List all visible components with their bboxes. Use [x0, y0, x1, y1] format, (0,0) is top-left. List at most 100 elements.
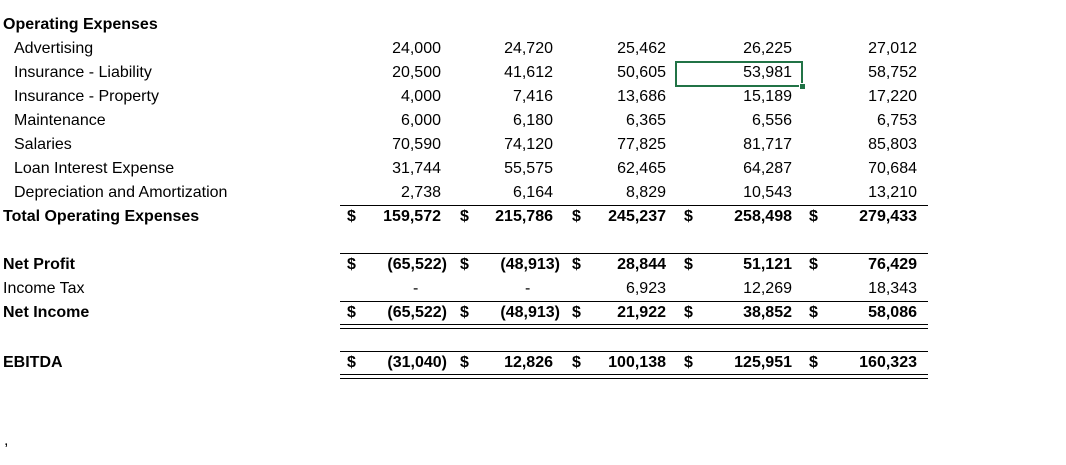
cell-year5[interactable]: 160,323: [859, 354, 917, 371]
cell-year5[interactable]: 58,086: [868, 304, 917, 321]
row-label: Salaries: [14, 136, 72, 153]
row-label: Loan Interest Expense: [14, 160, 175, 177]
cell-year4[interactable]: 258,498: [734, 208, 792, 225]
ebitda-top-border: [340, 351, 928, 352]
cell-year3[interactable]: 25,462: [617, 40, 666, 57]
cell-year2[interactable]: (48,913): [500, 256, 560, 273]
cell-year4[interactable]: 81,717: [743, 136, 792, 153]
cell-year3[interactable]: 8,829: [625, 184, 666, 201]
cell-year5[interactable]: 17,220: [868, 88, 917, 105]
currency-symbol: $: [684, 256, 693, 273]
cell-year3[interactable]: 100,138: [608, 354, 666, 371]
cell-year2[interactable]: 41,612: [504, 64, 553, 81]
cell-year2[interactable]: 74,120: [504, 136, 553, 153]
cell-year1[interactable]: 31,744: [392, 160, 441, 177]
cell-year5[interactable]: 27,012: [868, 40, 917, 57]
net-income-top-border: [340, 301, 928, 302]
fill-handle[interactable]: [799, 83, 806, 90]
cell-year4-selected[interactable]: 53,981: [743, 64, 792, 81]
cell-year4[interactable]: 38,852: [743, 304, 792, 321]
cell-year5[interactable]: 13,210: [868, 184, 917, 201]
cell-year5[interactable]: 70,684: [868, 160, 917, 177]
cell-year5[interactable]: 76,429: [868, 256, 917, 273]
currency-symbol: $: [347, 354, 356, 371]
net-profit-top-border: [340, 253, 928, 254]
cell-year5[interactable]: 58,752: [868, 64, 917, 81]
cell-year3[interactable]: 77,825: [617, 136, 666, 153]
row-depreciation[interactable]: Depreciation and Amortization 2,738 6,16…: [0, 182, 1066, 206]
currency-symbol: $: [809, 208, 818, 225]
cell-year2[interactable]: 6,180: [512, 112, 553, 129]
stray-mark: ,: [4, 432, 9, 449]
cell-year1[interactable]: 6,000: [400, 112, 441, 129]
row-salaries[interactable]: Salaries 70,590 74,120 77,825 81,717 85,…: [0, 134, 1066, 158]
row-advertising[interactable]: Advertising 24,000 24,720 25,462 26,225 …: [0, 38, 1066, 62]
row-label: EBITDA: [3, 354, 63, 371]
currency-symbol: $: [684, 304, 693, 321]
cell-year3[interactable]: 13,686: [617, 88, 666, 105]
cell-year4[interactable]: 12,269: [743, 280, 792, 297]
cell-year4[interactable]: 64,287: [743, 160, 792, 177]
cell-year2[interactable]: 24,720: [504, 40, 553, 57]
cell-year1[interactable]: (65,522): [387, 256, 447, 273]
cell-year5[interactable]: 6,753: [876, 112, 917, 129]
cell-year1[interactable]: 20,500: [392, 64, 441, 81]
row-operating-expenses-header[interactable]: Operating Expenses: [0, 14, 1066, 38]
cell-year1[interactable]: 70,590: [392, 136, 441, 153]
cell-year1[interactable]: 2,738: [400, 184, 441, 201]
cell-year3[interactable]: 21,922: [617, 304, 666, 321]
cell-year4[interactable]: 51,121: [743, 256, 792, 273]
row-label: Insurance - Liability: [14, 64, 152, 81]
cell-year4[interactable]: 26,225: [743, 40, 792, 57]
currency-symbol: $: [460, 354, 469, 371]
cell-year5[interactable]: 18,343: [868, 280, 917, 297]
row-ebitda[interactable]: EBITDA $ (31,040) $ 12,826 $ 100,138 $ 1…: [0, 352, 1066, 376]
cell-year1[interactable]: -: [413, 280, 419, 297]
cell-year5[interactable]: 279,433: [859, 208, 917, 225]
currency-symbol: $: [809, 354, 818, 371]
cell-year4[interactable]: 15,189: [743, 88, 792, 105]
currency-symbol: $: [347, 304, 356, 321]
currency-symbol: $: [572, 256, 581, 273]
cell-year2[interactable]: 12,826: [504, 354, 553, 371]
cell-year4[interactable]: 125,951: [734, 354, 792, 371]
row-net-profit[interactable]: Net Profit $ (65,522) $ (48,913) $ 28,84…: [0, 254, 1066, 278]
row-insurance-liability[interactable]: Insurance - Liability 20,500 41,612 50,6…: [0, 62, 1066, 86]
cell-year2[interactable]: (48,913): [500, 304, 560, 321]
cell-year2[interactable]: 215,786: [495, 208, 553, 225]
cell-year4[interactable]: 10,543: [743, 184, 792, 201]
active-cell-border[interactable]: [675, 61, 803, 87]
cell-year2[interactable]: 7,416: [512, 88, 553, 105]
cell-year3[interactable]: 62,465: [617, 160, 666, 177]
cell-year5[interactable]: 85,803: [868, 136, 917, 153]
cell-year1[interactable]: (65,522): [387, 304, 447, 321]
row-net-income[interactable]: Net Income $ (65,522) $ (48,913) $ 21,92…: [0, 302, 1066, 326]
cell-year1[interactable]: 159,572: [383, 208, 441, 225]
cell-year3[interactable]: 50,605: [617, 64, 666, 81]
currency-symbol: $: [572, 208, 581, 225]
currency-symbol: $: [684, 208, 693, 225]
cell-year3[interactable]: 6,365: [625, 112, 666, 129]
cell-year4[interactable]: 6,556: [751, 112, 792, 129]
cell-year2[interactable]: 55,575: [504, 160, 553, 177]
net-income-double-underline: [340, 324, 928, 329]
cell-year1[interactable]: (31,040): [387, 354, 447, 371]
row-insurance-property[interactable]: Insurance - Property 4,000 7,416 13,686 …: [0, 86, 1066, 110]
row-total-operating-expenses[interactable]: Total Operating Expenses $ 159,572 $ 215…: [0, 206, 1066, 230]
cell-year3[interactable]: 28,844: [617, 256, 666, 273]
currency-symbol: $: [684, 354, 693, 371]
cell-year1[interactable]: 4,000: [400, 88, 441, 105]
row-income-tax[interactable]: Income Tax - - 6,923 12,269 18,343: [0, 278, 1066, 302]
row-maintenance[interactable]: Maintenance 6,000 6,180 6,365 6,556 6,75…: [0, 110, 1066, 134]
cell-year3[interactable]: 245,237: [608, 208, 666, 225]
cell-year3[interactable]: 6,923: [625, 280, 666, 297]
currency-symbol: $: [347, 256, 356, 273]
currency-symbol: $: [572, 354, 581, 371]
row-loan-interest[interactable]: Loan Interest Expense 31,744 55,575 62,4…: [0, 158, 1066, 182]
section-header: Operating Expenses: [3, 16, 158, 33]
row-label: Net Income: [3, 304, 90, 321]
cell-year1[interactable]: 24,000: [392, 40, 441, 57]
cell-year2[interactable]: -: [525, 280, 531, 297]
cell-year2[interactable]: 6,164: [512, 184, 553, 201]
